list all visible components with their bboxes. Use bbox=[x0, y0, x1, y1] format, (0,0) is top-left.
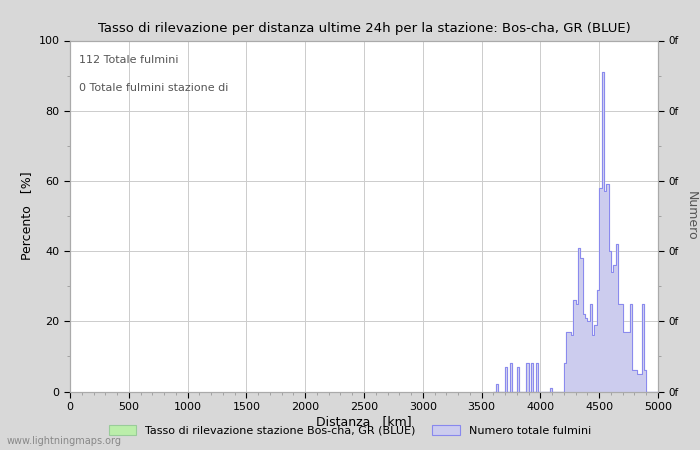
Title: Tasso di rilevazione per distanza ultime 24h per la stazione: Bos-cha, GR (BLUE): Tasso di rilevazione per distanza ultime… bbox=[97, 22, 631, 35]
X-axis label: Distanza   [km]: Distanza [km] bbox=[316, 415, 412, 428]
Text: 112 Totale fulmini: 112 Totale fulmini bbox=[79, 54, 178, 64]
Text: www.lightningmaps.org: www.lightningmaps.org bbox=[7, 436, 122, 446]
Y-axis label: Numero: Numero bbox=[685, 191, 698, 241]
Y-axis label: Percento   [%]: Percento [%] bbox=[20, 172, 33, 260]
Legend: Tasso di rilevazione stazione Bos-cha, GR (BLUE), Numero totale fulmini: Tasso di rilevazione stazione Bos-cha, G… bbox=[104, 420, 596, 440]
Text: 0 Totale fulmini stazione di: 0 Totale fulmini stazione di bbox=[79, 83, 228, 93]
